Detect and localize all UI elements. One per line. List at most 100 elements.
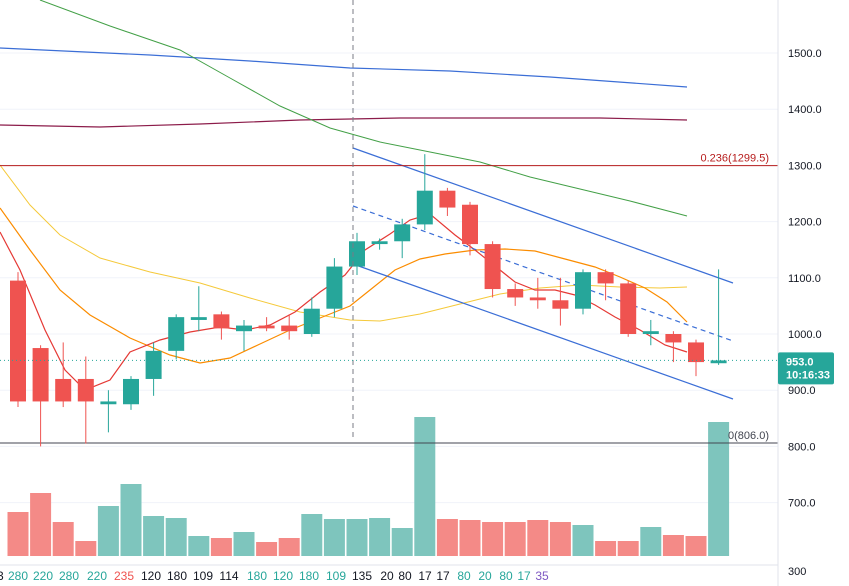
candle xyxy=(371,238,388,250)
price-tick-label: 1500.0 xyxy=(788,48,822,60)
regression-channel[interactable] xyxy=(352,147,734,400)
candle xyxy=(688,339,704,377)
volume-bar xyxy=(572,525,594,556)
candle-body xyxy=(462,204,478,245)
candle-body xyxy=(213,314,230,329)
candle-body xyxy=(529,297,546,301)
volume-bar xyxy=(188,536,210,556)
candle xyxy=(642,319,659,346)
candle-body xyxy=(281,325,298,332)
candle xyxy=(213,311,230,340)
volume-count-label: 220 xyxy=(33,569,53,583)
channel-middle-line xyxy=(352,205,734,342)
volume-bar xyxy=(278,538,300,556)
channel-lower-line xyxy=(352,263,734,400)
last-price-value: 953.0 xyxy=(786,356,814,368)
candle-body xyxy=(100,401,117,405)
ma-green-line xyxy=(39,0,688,217)
volume-count-label: 109 xyxy=(193,569,213,583)
volume-count-label: 17 xyxy=(436,569,450,583)
channel-upper-line xyxy=(352,147,734,284)
candle xyxy=(281,314,298,340)
volume-count-label: 120 xyxy=(141,569,161,583)
price-tick-label: 300 xyxy=(788,566,806,578)
candle-body xyxy=(597,272,614,284)
price-tick-label: 1000.0 xyxy=(788,329,822,341)
candles[interactable] xyxy=(10,154,727,447)
candle xyxy=(326,258,343,318)
candle xyxy=(258,317,275,332)
candle xyxy=(55,342,72,408)
volume-bar xyxy=(414,417,436,556)
volume-bar xyxy=(640,527,662,556)
ma-maroon-line xyxy=(0,117,688,128)
candle-body xyxy=(10,280,26,402)
candle xyxy=(439,187,456,216)
volume-count-label: 109 xyxy=(326,569,346,583)
candle xyxy=(484,241,501,298)
candle xyxy=(236,319,252,351)
candle-body xyxy=(507,289,524,298)
volume-bar xyxy=(504,522,526,556)
volume-count-label: 180 xyxy=(167,569,187,583)
ma-blue-line xyxy=(0,47,688,88)
volume-bar xyxy=(346,519,368,556)
candle-body xyxy=(349,241,365,267)
volume-bar xyxy=(369,518,391,556)
candle xyxy=(552,277,569,326)
volume-count-label: 20 xyxy=(380,569,394,583)
volume-count-label: 235 xyxy=(114,569,134,583)
candle xyxy=(710,269,727,365)
candle-body xyxy=(258,325,275,329)
price-tick-label: 1200.0 xyxy=(788,217,822,229)
candle-body xyxy=(642,331,659,334)
candle-body xyxy=(303,308,320,334)
volume-count-label: 135 xyxy=(352,569,372,583)
volume-bar xyxy=(256,542,278,556)
countdown-timer: 10:16:33 xyxy=(786,369,830,381)
candle xyxy=(416,154,433,231)
volume-bar xyxy=(143,516,165,556)
candle-body xyxy=(575,272,591,309)
candle-body xyxy=(123,378,139,405)
price-axis[interactable]: 1500.0 1400.0 1300.0 1200.0 1100.0 1000.0 900.… xyxy=(788,48,822,578)
price-tick-label: 700.0 xyxy=(788,498,816,510)
plot-area[interactable] xyxy=(0,0,778,586)
price-tick-label: 800.0 xyxy=(788,441,816,453)
volume-count-label: 220 xyxy=(87,569,107,583)
volume-count-label: 20 xyxy=(478,569,492,583)
candle-body xyxy=(145,350,162,379)
fibonacci-levels[interactable]: 0.236(1299.5) 0(806.0) xyxy=(0,153,778,444)
candle-body xyxy=(552,300,569,309)
candle xyxy=(462,201,478,256)
candle xyxy=(145,342,162,396)
count-label-partial: 3 xyxy=(0,569,4,583)
volume-bar xyxy=(210,538,232,556)
fib-level-label: 0.236(1299.5) xyxy=(701,153,770,165)
volume-bar xyxy=(549,522,571,556)
volume-bar xyxy=(685,536,707,556)
candle xyxy=(507,283,524,306)
candle xyxy=(10,272,26,408)
candle xyxy=(100,390,117,433)
volume-bar xyxy=(165,518,187,556)
volume-bar xyxy=(595,541,617,556)
volume-bar xyxy=(436,519,458,556)
volume-bar xyxy=(662,535,684,556)
candle-body xyxy=(168,317,185,351)
volume-count-label: 35 xyxy=(535,569,549,583)
fib-level-label: 0(806.0) xyxy=(728,430,769,442)
candle-body xyxy=(416,190,433,225)
volume-bar xyxy=(527,520,549,556)
candle-body xyxy=(710,360,727,364)
candle-body xyxy=(688,342,704,363)
candle-body xyxy=(55,378,72,402)
volume-bar xyxy=(30,493,52,556)
candle xyxy=(665,331,682,363)
volume-count-label: 80 xyxy=(499,569,513,583)
candle xyxy=(575,269,591,315)
volume-bar xyxy=(120,484,142,556)
volume-count-label: 114 xyxy=(219,569,238,583)
